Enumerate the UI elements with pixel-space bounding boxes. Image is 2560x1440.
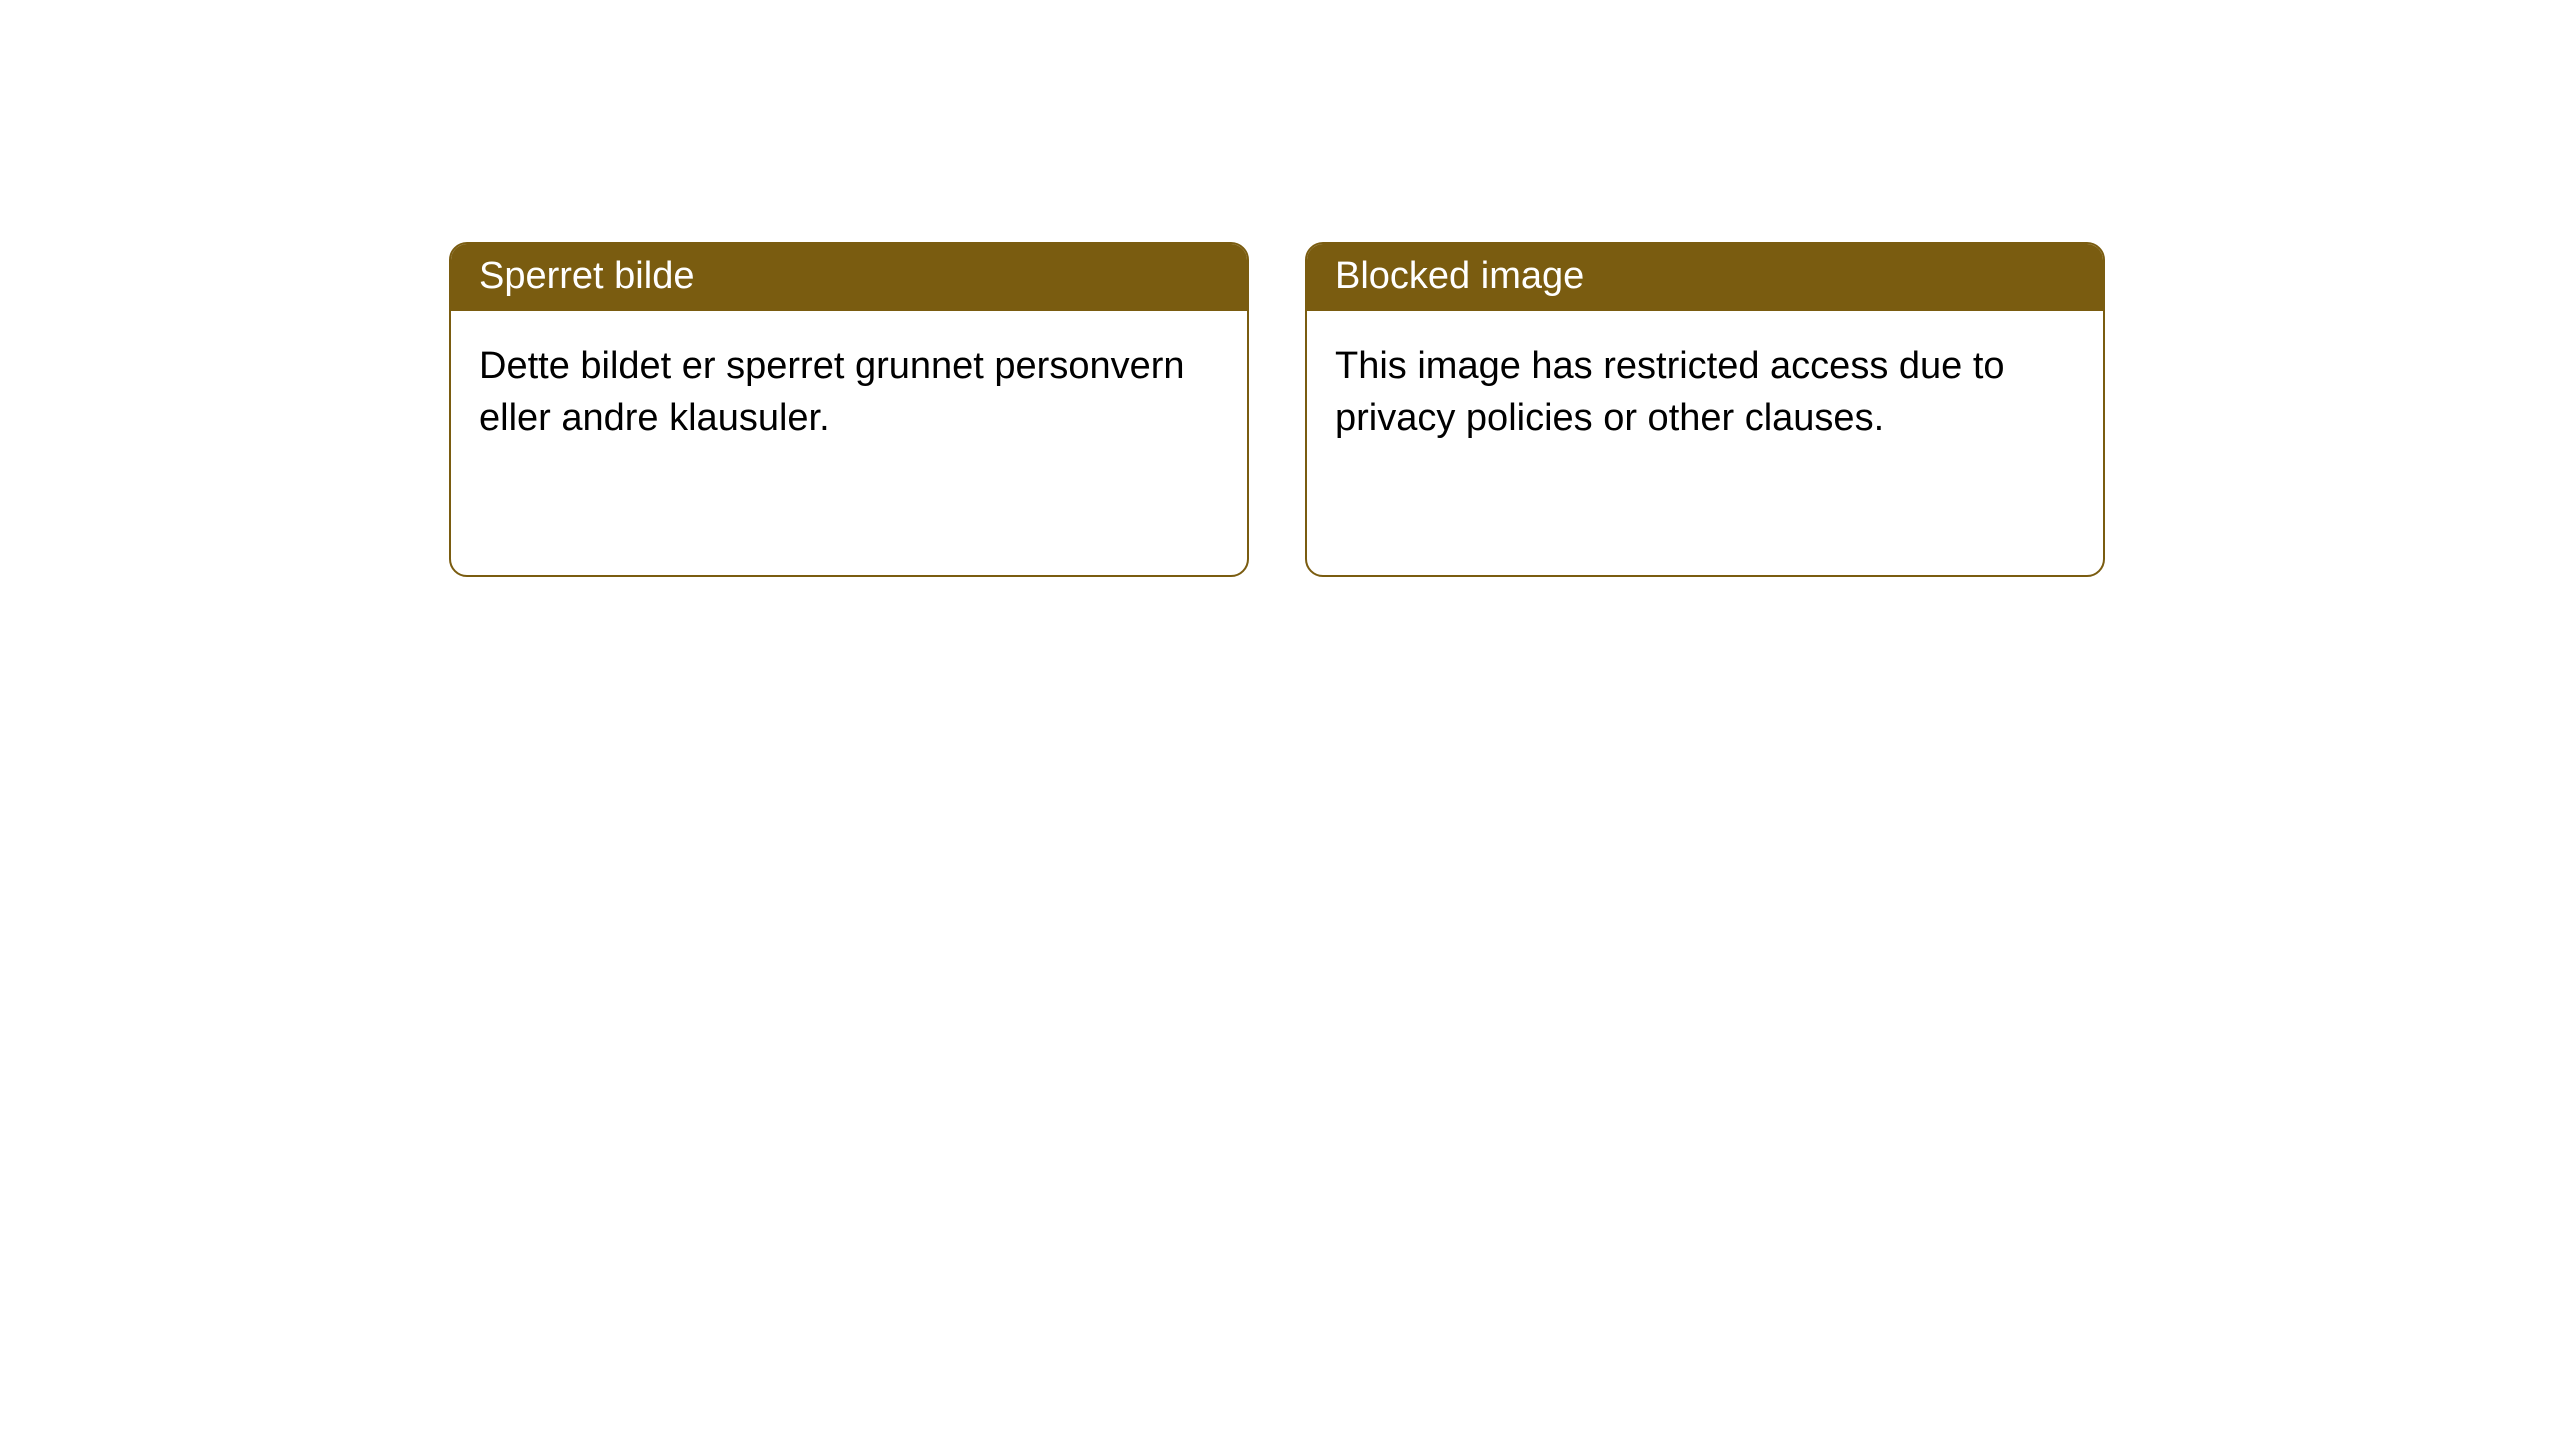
card-title: Blocked image: [1307, 244, 2103, 311]
notice-card-norwegian: Sperret bilde Dette bildet er sperret gr…: [449, 242, 1249, 577]
notice-card-english: Blocked image This image has restricted …: [1305, 242, 2105, 577]
card-body-text: This image has restricted access due to …: [1307, 311, 2103, 464]
card-title: Sperret bilde: [451, 244, 1247, 311]
card-body-text: Dette bildet er sperret grunnet personve…: [451, 311, 1247, 464]
notice-container: Sperret bilde Dette bildet er sperret gr…: [0, 0, 2560, 577]
